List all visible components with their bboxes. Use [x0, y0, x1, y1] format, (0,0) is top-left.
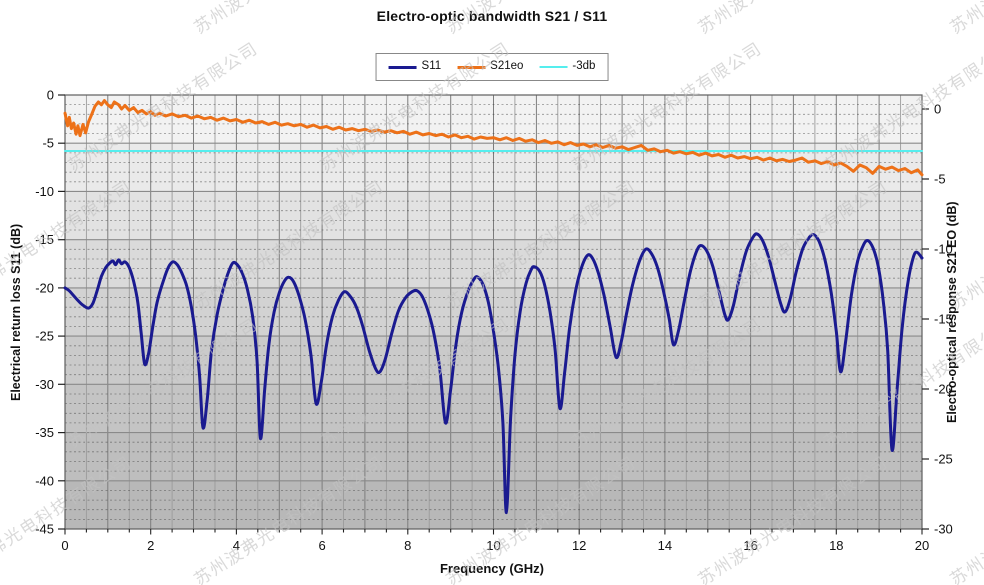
x-tick-label: 0 [61, 538, 68, 553]
y-right-tick-label: -25 [934, 452, 953, 467]
x-tick-label: 8 [404, 538, 411, 553]
y-left-tick-label: -45 [35, 522, 54, 537]
legend-item-3db: -3db [539, 61, 595, 73]
s21eo-line-swatch [457, 65, 486, 69]
y-left-tick-label: -10 [35, 184, 54, 199]
y-left-tick-label: -35 [35, 425, 54, 440]
series-S11 [63, 232, 924, 515]
legend-label-s21eo: S21eo [490, 60, 524, 73]
legend-label-s11: S11 [421, 60, 442, 73]
y-left-tick-label: 0 [47, 88, 54, 103]
legend: S11 S21eo -3db [375, 53, 609, 81]
x-tick-label: 4 [233, 538, 240, 553]
y-right-tick-label: 0 [934, 102, 941, 117]
y-left-tick-label: -30 [35, 377, 54, 392]
y-left-tick-label: -5 [42, 136, 54, 151]
x-tick-label: 20 [915, 538, 929, 553]
legend-item-s11: S11 [388, 60, 442, 73]
y-left-tick-label: -15 [35, 232, 54, 247]
y-left-tick-label: -20 [35, 280, 54, 295]
x-tick-label: 2 [147, 538, 154, 553]
y-right-tick-label: -10 [934, 242, 953, 257]
chart-title: Electro-optic bandwidth S21 / S11 [376, 8, 608, 24]
x-tick-label: 14 [658, 538, 672, 553]
x-tick-label: 18 [829, 538, 843, 553]
y-axis-label-left: Electrical return loss S11 (dB) [9, 223, 23, 401]
legend-item-s21eo: S21eo [457, 61, 523, 73]
y-left-tick-label: -25 [35, 329, 54, 344]
y-axis-label-right: Electro-optical response S21 EO (dB) [945, 201, 959, 423]
legend-label-3db: -3db [572, 60, 596, 73]
series-S21eo [63, 99, 924, 177]
y-left-tick-label: -40 [35, 473, 54, 488]
x-tick-label: 16 [743, 538, 757, 553]
y-right-tick-label: -30 [934, 522, 953, 537]
x-tick-label: 10 [486, 538, 500, 553]
y-right-tick-label: -20 [934, 382, 953, 397]
s11-line-swatch [388, 65, 417, 69]
x-tick-label: 6 [318, 538, 325, 553]
y-right-tick-label: -15 [934, 312, 953, 327]
x-tick-label: 12 [572, 538, 586, 553]
x-axis-label: Frequency (GHz) [439, 561, 544, 576]
minus3db-line-swatch [539, 66, 568, 68]
y-right-tick-label: -5 [934, 172, 946, 187]
